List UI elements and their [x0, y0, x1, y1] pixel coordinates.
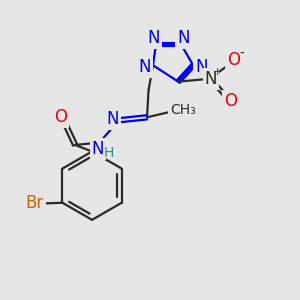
Text: O: O: [227, 51, 240, 69]
Text: N: N: [106, 110, 118, 128]
Text: N: N: [147, 29, 160, 47]
Text: O: O: [224, 92, 237, 110]
Text: N: N: [138, 58, 151, 76]
Text: H: H: [103, 146, 114, 160]
Text: -: -: [239, 47, 244, 61]
Text: N: N: [205, 70, 217, 88]
Text: O: O: [54, 108, 67, 126]
Text: N: N: [195, 58, 208, 76]
Text: N: N: [92, 140, 104, 158]
Text: N: N: [177, 29, 190, 47]
Text: +: +: [213, 67, 222, 77]
Text: Br: Br: [26, 194, 44, 212]
Text: CH₃: CH₃: [170, 103, 196, 117]
